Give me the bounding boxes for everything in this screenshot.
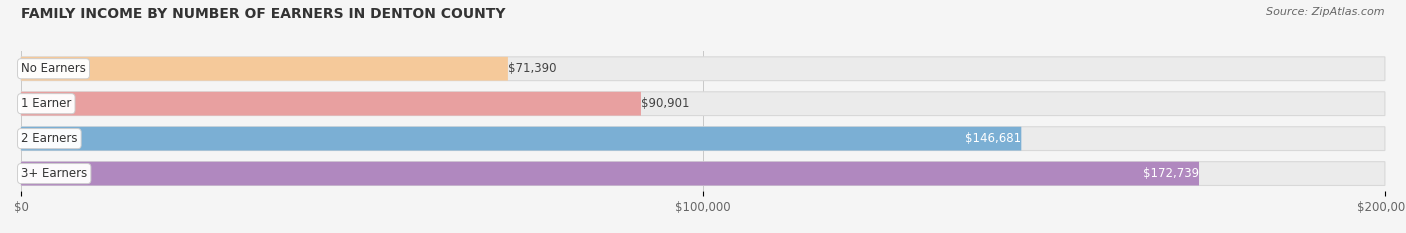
FancyBboxPatch shape [21,57,1385,81]
Text: 3+ Earners: 3+ Earners [21,167,87,180]
FancyBboxPatch shape [21,127,1021,151]
Text: No Earners: No Earners [21,62,86,75]
Text: $71,390: $71,390 [508,62,557,75]
FancyBboxPatch shape [21,57,508,81]
Text: $146,681: $146,681 [965,132,1021,145]
Text: $90,901: $90,901 [641,97,689,110]
Text: $172,739: $172,739 [1143,167,1199,180]
FancyBboxPatch shape [21,162,1199,185]
Text: 2 Earners: 2 Earners [21,132,77,145]
FancyBboxPatch shape [21,92,1385,116]
Text: 1 Earner: 1 Earner [21,97,72,110]
FancyBboxPatch shape [21,162,1385,185]
FancyBboxPatch shape [21,92,641,116]
FancyBboxPatch shape [21,127,1385,151]
Text: Source: ZipAtlas.com: Source: ZipAtlas.com [1267,7,1385,17]
Text: FAMILY INCOME BY NUMBER OF EARNERS IN DENTON COUNTY: FAMILY INCOME BY NUMBER OF EARNERS IN DE… [21,7,506,21]
